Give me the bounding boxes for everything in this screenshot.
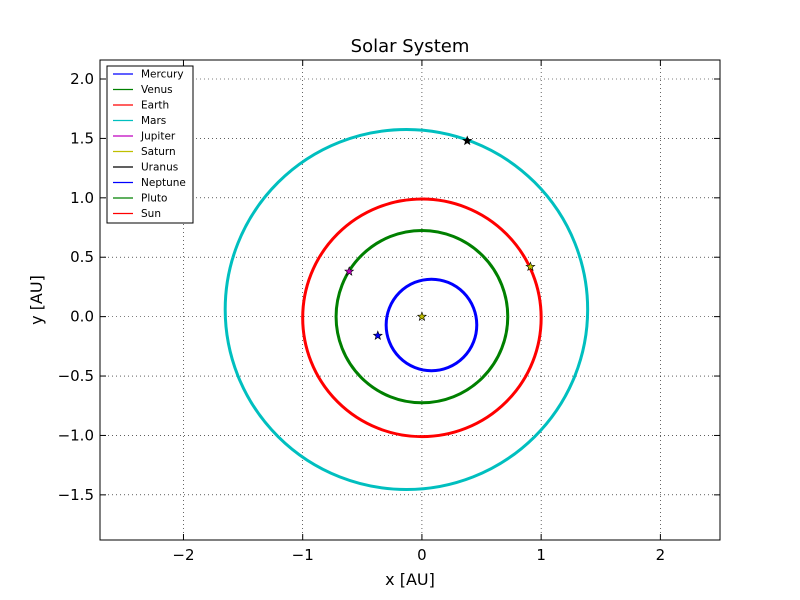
marker-mars xyxy=(462,135,473,146)
marker-sun xyxy=(416,311,428,321)
orbit-mercury xyxy=(384,277,479,373)
y-tick-label: 0.0 xyxy=(70,308,94,326)
x-tick-label: −2 xyxy=(172,546,194,564)
chart-title: Solar System xyxy=(351,36,470,57)
x-axis-label: x [AU] xyxy=(385,570,435,589)
legend-label-saturn: Saturn xyxy=(141,146,176,158)
x-tick-label: 1 xyxy=(536,546,546,564)
x-tick-label: −1 xyxy=(292,546,314,564)
axes-background xyxy=(100,60,720,540)
legend-label-earth: Earth xyxy=(141,100,169,112)
grid xyxy=(100,60,720,540)
y-tick-label: −1.0 xyxy=(58,426,94,444)
axis-ticks: −2 −1 0 1 2 −1.5 −1.0 −0.5 0.0 0.5 1.0 1.5 2.0 xyxy=(58,60,720,564)
marker-earth xyxy=(525,261,536,272)
legend-label-neptune: Neptune xyxy=(141,177,186,189)
marker-mercury xyxy=(372,330,383,340)
y-tick-label: 1.5 xyxy=(70,129,94,147)
y-axis-label: y [AU] xyxy=(27,275,46,325)
y-tick-label: −0.5 xyxy=(58,367,94,385)
x-tick-label: 2 xyxy=(656,546,666,564)
legend-label-mars: Mars xyxy=(141,115,166,127)
legend-label-sun: Sun xyxy=(141,208,161,220)
orbit-mars xyxy=(223,128,590,492)
y-tick-label: 1.0 xyxy=(70,189,94,207)
legend-label-jupiter: Jupiter xyxy=(140,131,176,143)
y-tick-label: 0.5 xyxy=(70,248,94,266)
axes-frame xyxy=(99,59,721,541)
legend-label-mercury: Mercury xyxy=(141,69,184,81)
planet-markers xyxy=(344,135,536,340)
orbits xyxy=(223,128,590,492)
legend-label-uranus: Uranus xyxy=(141,162,178,174)
y-tick-label: −1.5 xyxy=(58,486,94,504)
y-tick-label: 2.0 xyxy=(70,70,94,88)
legend: Mercury Venus Earth Mars Jupiter Saturn Uranus… xyxy=(106,65,194,224)
marker-venus xyxy=(344,266,355,276)
legend-label-venus: Venus xyxy=(141,84,173,96)
orbit-earth xyxy=(301,197,543,439)
x-tick-label: 0 xyxy=(417,546,427,564)
plot-area: −2 −1 0 1 2 −1.5 −1.0 −0.5 0.0 0.5 1.0 1.5 2.0 xyxy=(58,59,721,564)
orbit-venus xyxy=(334,228,510,405)
legend-box xyxy=(106,65,194,224)
legend-label-pluto: Pluto xyxy=(141,193,167,205)
